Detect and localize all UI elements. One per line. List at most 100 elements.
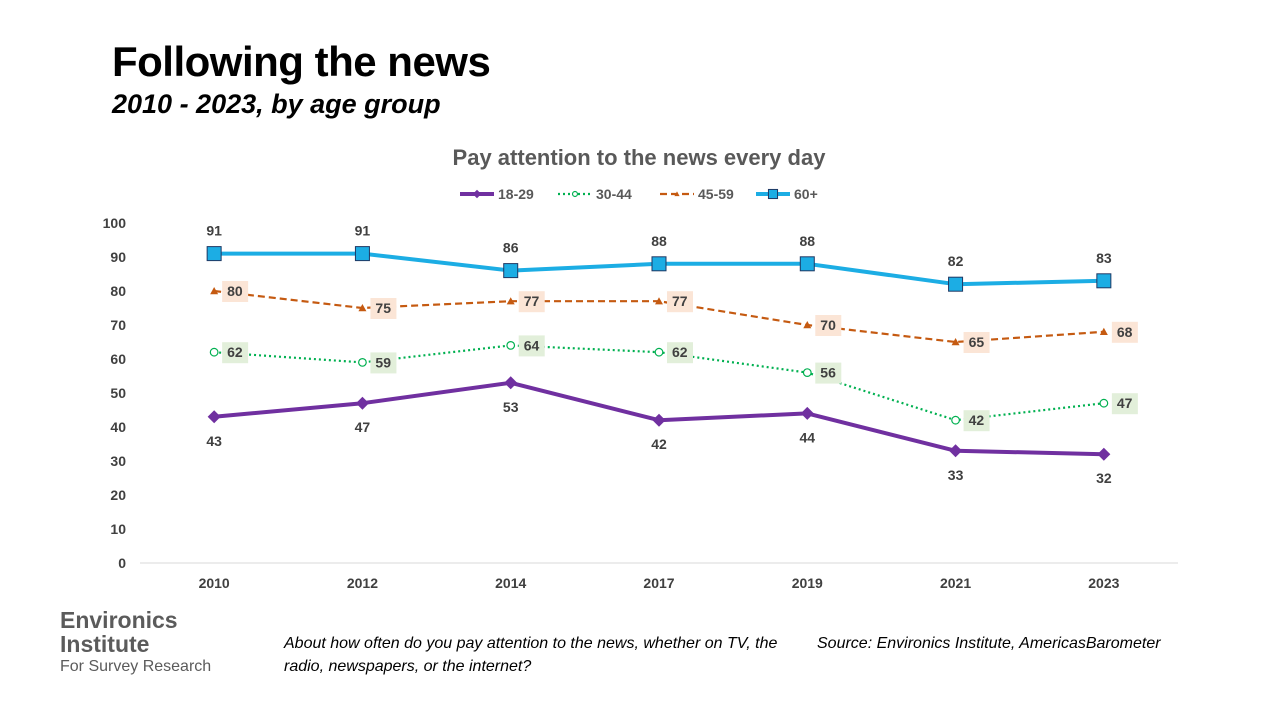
series-30-44: 62 59 64 62 56 42 47 xyxy=(209,335,1138,432)
data-point-18-29-2012 xyxy=(355,396,369,410)
data-point-45-59-2017 xyxy=(655,297,663,305)
data-label-18-29-2021: 33 xyxy=(948,467,964,483)
y-tick-label-80: 80 xyxy=(110,283,126,299)
data-label-18-29-2017: 42 xyxy=(651,436,667,452)
data-point-45-59-2012 xyxy=(358,304,367,312)
data-label-60-2010: 91 xyxy=(206,223,222,239)
data-label-30-44-2012: 59 xyxy=(375,354,391,370)
data-point-60-2017 xyxy=(651,256,667,272)
data-label-box-30-44-2012 xyxy=(370,352,397,374)
data-point-60-2012 xyxy=(354,246,370,262)
chart-axes: 0 10 20 30 40 50 60 70 80 90 100 2010 2012 2014 2017 20… xyxy=(103,215,1178,591)
data-label-45-59-2023: 68 xyxy=(1117,324,1133,340)
legend-item-60: 60+ xyxy=(756,186,818,202)
slide-subtitle: 2010 - 2023, by age group xyxy=(112,89,441,119)
y-tick-label-70: 70 xyxy=(110,317,126,333)
series-18-29: 43 47 53 42 44 33 32 xyxy=(206,376,1112,486)
data-label-30-44-2017: 62 xyxy=(672,344,688,360)
y-tick-label-10: 10 xyxy=(110,521,126,537)
series-45-59: 80 75 77 77 70 65 68 xyxy=(210,281,1138,353)
legend-item-18-29: 18-29 xyxy=(460,186,534,202)
legend-label-45-59: 45-59 xyxy=(698,186,734,202)
x-tick-label-2010: 2010 xyxy=(199,575,230,591)
data-label-45-59-2012: 75 xyxy=(375,300,391,316)
logo-line-tagline: For Survey Research xyxy=(60,658,212,675)
data-label-box-45-59-2012 xyxy=(370,298,397,319)
data-label-30-44-2014: 64 xyxy=(524,337,540,353)
y-tick-label-0: 0 xyxy=(118,555,126,571)
data-point-18-29-2021 xyxy=(949,444,963,458)
data-label-18-29-2023: 32 xyxy=(1096,470,1112,486)
data-label-60-2023: 83 xyxy=(1096,250,1112,266)
source-note: Source: Environics Institute, AmericasBa… xyxy=(817,635,1161,652)
data-point-30-44-2014 xyxy=(506,341,516,350)
y-tick-label-40: 40 xyxy=(110,419,126,435)
legend-item-30-44: 30-44 xyxy=(558,186,632,202)
y-tick-label-100: 100 xyxy=(103,215,127,231)
x-tick-label-2012: 2012 xyxy=(347,575,378,591)
data-label-18-29-2010: 43 xyxy=(206,433,222,449)
data-label-18-29-2012: 47 xyxy=(355,419,371,435)
data-label-box-30-44-2017 xyxy=(667,342,693,364)
data-label-60-2017: 88 xyxy=(651,233,667,249)
logo-line-institute: Institute xyxy=(60,631,150,657)
data-point-60-2019 xyxy=(799,256,815,272)
data-point-18-29-2019 xyxy=(800,406,814,420)
data-label-box-30-44-2010 xyxy=(222,342,249,364)
data-label-box-30-44-2019 xyxy=(815,362,842,384)
x-tick-label-2019: 2019 xyxy=(792,575,823,591)
data-label-45-59-2019: 70 xyxy=(820,317,836,333)
data-point-60-2021 xyxy=(948,276,964,292)
data-label-30-44-2021: 42 xyxy=(969,412,985,428)
data-label-18-29-2014: 53 xyxy=(503,399,519,415)
logo-line-environics: Environics xyxy=(60,607,178,633)
data-label-box-30-44-2021 xyxy=(963,410,990,432)
legend-label-60: 60+ xyxy=(794,186,818,202)
data-point-60-2014 xyxy=(503,263,519,279)
data-label-45-59-2021: 65 xyxy=(969,334,985,350)
legend-marker-60 xyxy=(767,188,779,200)
data-label-45-59-2010: 80 xyxy=(227,283,243,299)
data-point-45-59-2010 xyxy=(210,287,219,295)
data-label-box-45-59-2010 xyxy=(222,281,249,302)
data-label-60-2012: 91 xyxy=(355,223,371,239)
data-point-30-44-2019 xyxy=(802,368,812,378)
series-line-30-44 xyxy=(214,344,1104,422)
data-label-box-45-59-2017 xyxy=(667,291,693,313)
slide-title: Following the news xyxy=(112,38,491,85)
legend-marker-30-44 xyxy=(571,190,579,198)
chart-plot-area: 43 47 53 42 44 33 32 62 59 64 62 56 42 47 80 75 77 77 70 65… xyxy=(206,223,1138,486)
data-point-30-44-2023 xyxy=(1099,398,1109,408)
data-label-60-2021: 82 xyxy=(948,253,964,269)
series-60: 91 91 86 88 88 82 83 xyxy=(206,223,1112,292)
chart-title: Pay attention to the news every day xyxy=(453,145,827,170)
data-point-30-44-2017 xyxy=(654,347,664,357)
survey-question: About how often do you pay attention to … xyxy=(284,635,778,675)
data-point-30-44-2012 xyxy=(358,358,367,367)
data-point-45-59-2014 xyxy=(506,297,515,305)
data-label-box-45-59-2021 xyxy=(963,332,990,353)
x-tick-label-2023: 2023 xyxy=(1088,575,1119,591)
data-point-18-29-2017 xyxy=(652,413,666,427)
data-label-30-44-2010: 62 xyxy=(227,344,243,360)
data-point-60-2010 xyxy=(206,246,222,262)
data-point-18-29-2010 xyxy=(207,410,221,424)
data-point-18-29-2014 xyxy=(504,376,518,390)
data-point-18-29-2023 xyxy=(1097,447,1111,461)
data-point-60-2023 xyxy=(1096,273,1112,289)
y-tick-label-30: 30 xyxy=(110,453,126,469)
x-tick-label-2014: 2014 xyxy=(495,575,526,591)
data-label-box-30-44-2023 xyxy=(1111,393,1138,415)
data-label-box-45-59-2019 xyxy=(815,315,842,336)
chart-legend: 18-29 30-44 45-59 60+ xyxy=(460,186,818,202)
legend-label-30-44: 30-44 xyxy=(596,186,632,202)
y-tick-label-90: 90 xyxy=(110,249,126,265)
data-point-45-59-2019 xyxy=(803,321,812,329)
data-point-45-59-2021 xyxy=(951,338,960,346)
y-tick-label-60: 60 xyxy=(110,351,126,367)
y-tick-label-20: 20 xyxy=(110,487,126,503)
x-tick-label-2021: 2021 xyxy=(940,575,971,591)
data-point-30-44-2010 xyxy=(209,347,219,357)
data-label-45-59-2017: 77 xyxy=(672,293,688,309)
